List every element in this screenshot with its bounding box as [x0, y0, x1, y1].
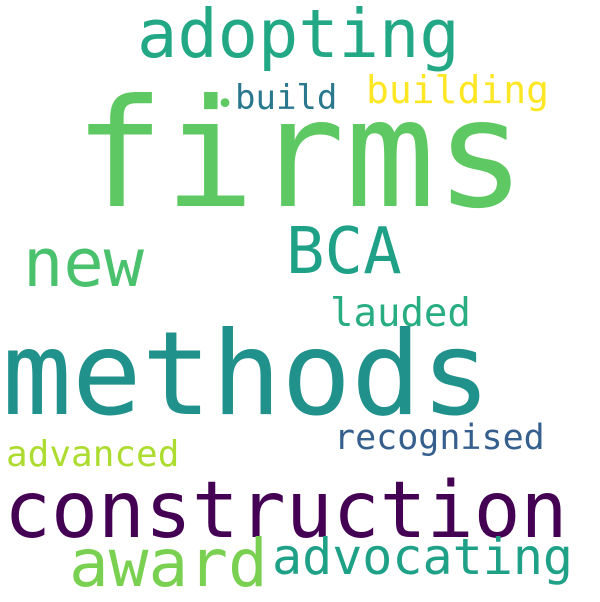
word-award: award	[69, 525, 268, 602]
word-firms: firms	[74, 68, 526, 242]
word-building: building	[366, 68, 550, 112]
word-advocating: advocating	[272, 528, 574, 586]
word-new: new	[23, 224, 145, 302]
word-lauded: lauded	[330, 291, 471, 336]
word-advanced: advanced	[6, 434, 180, 475]
word-recognised: recognised	[334, 418, 545, 458]
word-bca: BCA	[286, 215, 402, 289]
word-adopting: adopting	[137, 0, 460, 73]
word-build: build	[235, 78, 338, 118]
word-dot: •	[216, 87, 235, 122]
word-methods: methods	[2, 307, 491, 442]
word-construction: construction	[4, 466, 568, 556]
